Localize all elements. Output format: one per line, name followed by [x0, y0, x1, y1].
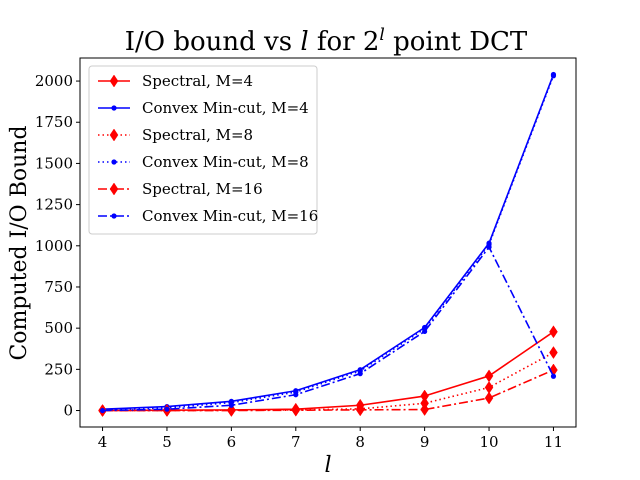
- legend-item: Spectral, M=4: [98, 72, 253, 90]
- data-point: [291, 403, 301, 417]
- data-point: [109, 74, 119, 88]
- title-var: l: [300, 27, 308, 57]
- data-point: [355, 403, 365, 417]
- legend-label: Convex Min-cut, M=4: [142, 99, 309, 117]
- y-tick-label: 750: [44, 278, 73, 296]
- series-line: [102, 75, 555, 411]
- series-line: [102, 246, 555, 412]
- legend-label: Spectral, M=4: [142, 72, 253, 90]
- y-axis: 0 250 500 750 1000 1250 1500 1750 2000: [35, 72, 80, 420]
- data-point: [109, 182, 119, 196]
- x-tick-label: 8: [355, 433, 365, 451]
- legend-item: Spectral, M=8: [98, 126, 253, 144]
- data-point: [549, 325, 558, 339]
- data-point: [227, 404, 236, 417]
- title-main: I/O bound vs: [125, 27, 301, 57]
- chart-title: I/O bound vs l for 2l point DCT: [125, 25, 528, 57]
- data-point: [550, 73, 557, 79]
- data-point: [109, 128, 119, 142]
- data-point: [99, 407, 106, 414]
- data-point: [164, 406, 170, 412]
- x-tick-label: 9: [420, 433, 430, 451]
- data-point: [228, 402, 234, 408]
- legend-label: Spectral, M=16: [142, 180, 263, 198]
- series-6: [99, 244, 557, 414]
- data-point: [111, 213, 117, 219]
- data-point: [484, 391, 494, 405]
- title-sup: l: [379, 25, 384, 45]
- data-point: [293, 392, 299, 398]
- plot-area: [98, 71, 558, 417]
- series-line: [102, 351, 554, 412]
- series-line: [102, 369, 554, 412]
- y-tick-label: 1250: [35, 196, 73, 214]
- y-tick-label: 1500: [35, 154, 73, 172]
- data-point: [486, 244, 492, 250]
- legend-label: Convex Min-cut, M=16: [142, 207, 318, 225]
- x-tick-label: 7: [291, 433, 301, 451]
- data-point: [111, 159, 117, 165]
- data-point: [111, 105, 117, 111]
- legend-label: Convex Min-cut, M=8: [142, 153, 309, 171]
- x-tick-label: 10: [479, 433, 498, 451]
- legend-item: Convex Min-cut, M=8: [98, 153, 309, 171]
- data-point: [422, 328, 428, 335]
- y-axis-label: Computed I/O Bound: [7, 125, 32, 360]
- data-point: [549, 346, 558, 359]
- data-point: [484, 369, 494, 383]
- data-point: [357, 371, 363, 377]
- data-point: [550, 373, 557, 379]
- data-point: [420, 403, 429, 416]
- legend-frame: [88, 65, 318, 235]
- x-tick-label: 5: [162, 433, 172, 451]
- title-mid: for 2: [309, 27, 380, 57]
- legend-item: Convex Min-cut, M=4: [98, 99, 309, 117]
- title-end: point DCT: [385, 27, 528, 57]
- y-tick-label: 1750: [35, 113, 73, 131]
- x-axis: 4 5 6 7 8 9 10 11: [98, 427, 563, 451]
- x-tick-label: 6: [227, 433, 237, 451]
- x-tick-label: 11: [544, 433, 563, 451]
- legend-item: Spectral, M=16: [98, 180, 263, 198]
- series-5: [98, 363, 558, 417]
- y-tick-label: 500: [44, 319, 73, 337]
- legend-label: Spectral, M=8: [142, 126, 253, 144]
- y-tick-label: 0: [63, 402, 73, 420]
- legend-item: Convex Min-cut, M=16: [98, 207, 318, 225]
- legend: Spectral, M=4 Convex Min-cut, M=4 Spectral…: [88, 65, 318, 235]
- y-tick-label: 1000: [35, 237, 73, 255]
- plot-frame: [79, 57, 577, 428]
- x-axis-label: l: [324, 453, 331, 478]
- x-tick-label: 4: [98, 433, 108, 451]
- y-tick-label: 2000: [35, 72, 73, 90]
- y-tick-label: 250: [44, 360, 73, 378]
